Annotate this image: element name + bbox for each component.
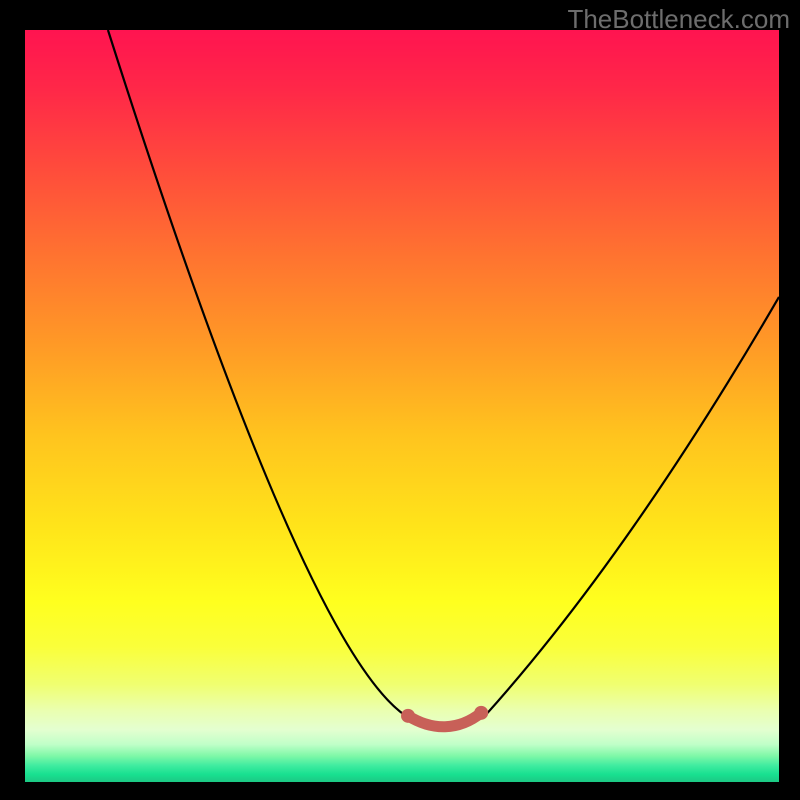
chart-frame: TheBottleneck.com (0, 0, 800, 800)
gradient-background (25, 30, 779, 782)
bottleneck-chart (0, 0, 800, 800)
sweet-spot-start-dot (401, 709, 415, 723)
sweet-spot-end-dot (474, 706, 488, 720)
